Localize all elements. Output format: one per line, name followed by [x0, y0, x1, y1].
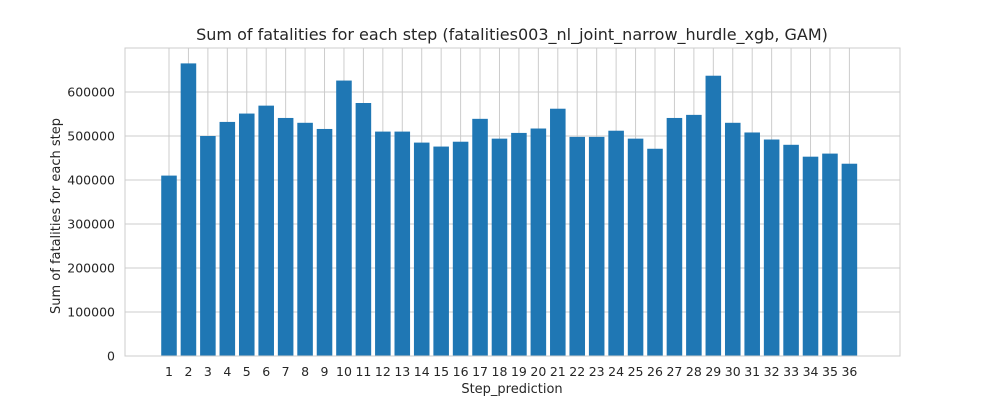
x-tick-label: 18 [492, 364, 508, 379]
x-tick-label: 5 [243, 364, 251, 379]
x-tick-label: 35 [822, 364, 838, 379]
bar-step-27 [666, 117, 683, 357]
bar-step-11 [355, 103, 372, 356]
bar-step-1 [161, 175, 177, 356]
x-tick-label: 8 [301, 364, 309, 379]
x-tick-label: 12 [375, 364, 391, 379]
bar-step-8 [297, 122, 313, 356]
bar-step-22 [569, 136, 586, 356]
bar-step-2 [180, 63, 197, 357]
bar-step-16 [452, 141, 469, 356]
x-tick-label: 34 [803, 364, 819, 379]
x-tick-label: 26 [647, 364, 663, 379]
x-tick-label: 19 [511, 364, 527, 379]
bar-step-23 [588, 136, 605, 356]
bar-step-33 [783, 144, 799, 356]
x-tick-label: 7 [282, 364, 290, 379]
bar-step-34 [802, 156, 819, 356]
bar-step-3 [200, 136, 216, 356]
x-tick-label: 15 [433, 364, 449, 379]
x-tick-label: 10 [336, 364, 352, 379]
y-tick-label: 500000 [67, 129, 115, 144]
bar-step-21 [550, 108, 566, 356]
x-tick-label: 6 [262, 364, 270, 379]
bar-step-12 [375, 131, 391, 356]
x-tick-label: 25 [628, 364, 644, 379]
bar-step-36 [841, 163, 858, 356]
bar-step-25 [627, 138, 644, 356]
bar-step-20 [530, 128, 547, 356]
x-tick-labels: 1 2 3 4 5 6 7 8 9 10 11 12 13 14 15 16 17 18 19 20 21 22 23 24 2… [165, 364, 857, 379]
y-tick-label: 300000 [67, 217, 115, 232]
bar-step-29 [705, 75, 722, 356]
bars [161, 63, 858, 357]
y-tick-label: 200000 [67, 261, 115, 276]
bar-step-24 [608, 130, 624, 356]
plot-frame [124, 47, 901, 357]
bar-step-30 [724, 122, 741, 356]
bar-step-19 [511, 132, 527, 356]
bar-step-4 [219, 121, 236, 356]
x-tick-label: 24 [608, 364, 624, 379]
bar-step-9 [316, 128, 333, 356]
y-tick-labels: 0 100000 200000 300000 400000 500000 600000 [67, 85, 115, 364]
x-tick-label: 17 [472, 364, 488, 379]
x-tick-label: 3 [204, 364, 212, 379]
x-tick-label: 4 [223, 364, 231, 379]
chart-title: Sum of fatalities for each step (fatalit… [196, 25, 828, 45]
y-tick-label: 0 [107, 349, 115, 364]
bar-step-17 [472, 118, 488, 356]
x-tick-label: 14 [414, 364, 430, 379]
x-tick-label: 9 [321, 364, 329, 379]
bar-step-5 [238, 113, 255, 356]
bar-step-14 [413, 142, 430, 356]
x-tick-label: 23 [589, 364, 605, 379]
y-tick-label: 600000 [67, 85, 115, 100]
x-tick-label: 20 [530, 364, 546, 379]
bar-step-6 [258, 105, 274, 356]
x-tick-label: 1 [165, 364, 173, 379]
y-axis-label: Sum of fatalities for each step [49, 118, 64, 314]
x-tick-label: 31 [744, 364, 760, 379]
bar-step-26 [647, 148, 663, 356]
bar-step-32 [763, 139, 780, 356]
bar-step-10 [336, 80, 352, 356]
x-tick-label: 32 [764, 364, 780, 379]
x-tick-label: 22 [569, 364, 585, 379]
bar-step-13 [394, 131, 411, 356]
x-tick-label: 27 [666, 364, 682, 379]
x-tick-label: 28 [686, 364, 702, 379]
x-tick-label: 29 [705, 364, 721, 379]
y-tick-label: 400000 [67, 173, 115, 188]
x-tick-label: 21 [550, 364, 566, 379]
x-tick-label: 2 [184, 364, 192, 379]
x-tick-label: 11 [355, 364, 371, 379]
bar-step-28 [686, 114, 702, 356]
x-tick-label: 16 [453, 364, 469, 379]
y-tick-label: 100000 [67, 305, 115, 320]
x-tick-label: 36 [841, 364, 857, 379]
bar-step-7 [277, 117, 294, 357]
x-tick-label: 33 [783, 364, 799, 379]
x-tick-label: 30 [725, 364, 741, 379]
bar-step-31 [744, 132, 760, 356]
bar-step-18 [491, 138, 508, 356]
bar-step-35 [822, 153, 838, 356]
x-axis-label: Step_prediction [461, 382, 562, 397]
x-tick-label: 13 [394, 364, 410, 379]
bar-step-15 [433, 146, 449, 356]
